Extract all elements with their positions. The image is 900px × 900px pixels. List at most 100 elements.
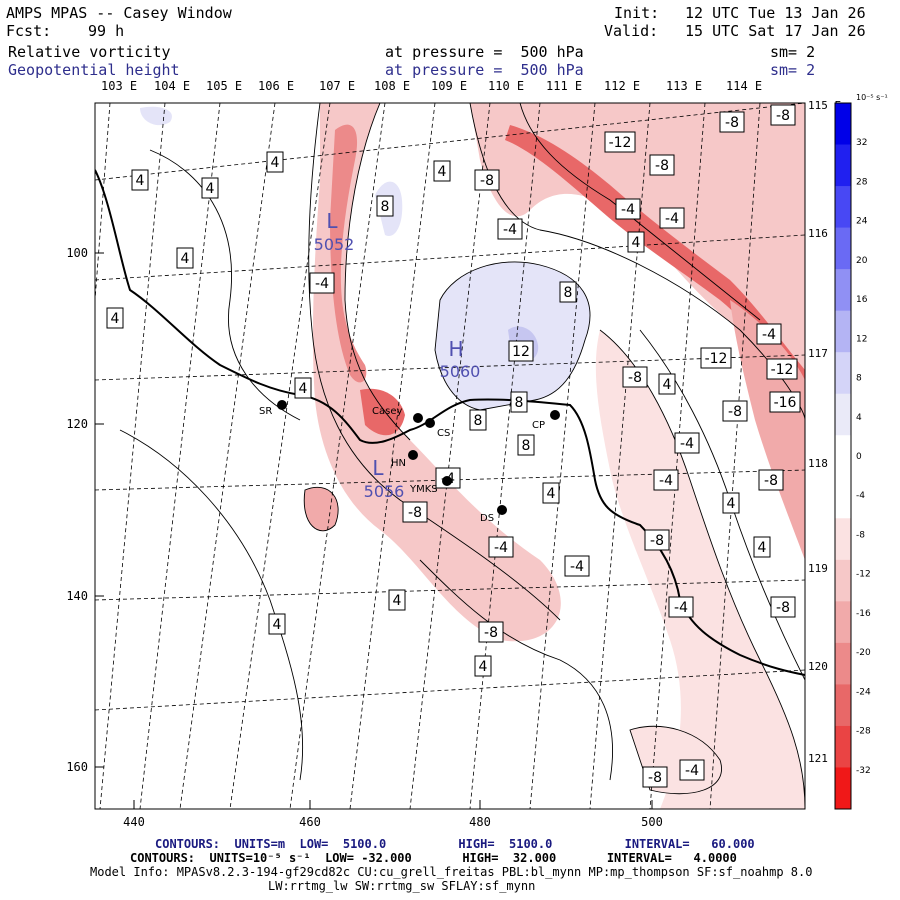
contour-label: -4 xyxy=(570,559,584,575)
low-center-value: 5056 xyxy=(364,482,405,501)
colorbar-swatch xyxy=(835,767,851,810)
contour-label: 4 xyxy=(632,235,641,251)
colorbar-label: -32 xyxy=(856,766,871,776)
contour-label: 8 xyxy=(564,285,573,301)
contour-label: -16 xyxy=(774,395,797,411)
contour-label-box xyxy=(766,358,798,380)
contour-label: -4 xyxy=(665,211,679,227)
contour-label: 4 xyxy=(273,617,282,633)
contour-label-box xyxy=(433,160,451,182)
contour-label: 4 xyxy=(438,164,447,180)
contour-label-box xyxy=(517,434,535,456)
contour-label-box xyxy=(753,536,771,558)
contour-label: -4 xyxy=(685,763,699,779)
contour-label: -4 xyxy=(762,327,776,343)
station-marker xyxy=(425,418,435,428)
colorbar-label: -24 xyxy=(856,687,871,697)
contour-label-box xyxy=(722,492,740,514)
contour-label: 8 xyxy=(381,199,390,215)
contour-label: -8 xyxy=(408,505,422,521)
contour-label: -8 xyxy=(728,404,742,420)
contour-label: -4 xyxy=(494,540,508,556)
footer-vorticity-contours: CONTOURS: UNITS=10⁻⁵ s⁻¹ LOW= -32.000 HI… xyxy=(130,851,737,865)
contour-label: -8 xyxy=(650,533,664,549)
contour-label: -4 xyxy=(674,600,688,616)
colorbar-label: 8 xyxy=(856,374,862,384)
smoothing-geopotential: sm= 2 xyxy=(770,61,816,79)
right-grid-label: 117 E xyxy=(808,347,841,360)
colorbar-swatch xyxy=(835,186,851,229)
top-grid-label: 103 E xyxy=(101,79,137,93)
contour-value-labels: 4 4 4 4 4 -4 4 8 4 -8 -4 -12 -8 -8 -8 -4 4 -4 8 12 -4 -12 -8 4 8… xyxy=(106,104,801,788)
field-geopotential: Geopotential height xyxy=(8,61,180,79)
right-grid-label: 115 E xyxy=(808,99,841,112)
contour-label-box xyxy=(679,759,705,781)
contour-label: 8 xyxy=(515,395,524,411)
contour-label-box xyxy=(176,247,194,269)
colorbar-label: 20 xyxy=(856,256,868,266)
contour-label: -8 xyxy=(655,158,669,174)
contour-label-box xyxy=(131,169,149,191)
smoothing-vorticity: sm= 2 xyxy=(770,43,816,61)
contour-label: 4 xyxy=(547,486,556,502)
top-grid-label: 107 E xyxy=(319,79,355,93)
station-marker xyxy=(277,400,287,410)
colorbar-label: -12 xyxy=(856,570,871,580)
negative-vorticity-spot-casey xyxy=(360,388,405,436)
right-grid-label: 120 E xyxy=(808,660,841,673)
station-marker xyxy=(413,413,423,423)
low-center-letter: L xyxy=(372,456,384,480)
colorbar: 32 28 24 20 16 12 8 4 0 -4 -8 -12 -16 -20 -24 -28 -32 xyxy=(834,102,871,810)
colorbar-swatch xyxy=(835,227,851,270)
contour-label: 8 xyxy=(474,413,483,429)
colorbar-swatch xyxy=(835,476,851,519)
contour-label-box xyxy=(201,177,219,199)
negative-vorticity-band-east-core xyxy=(505,125,805,395)
high-center-value: 5060 xyxy=(440,362,481,381)
plot-frame xyxy=(94,102,806,810)
top-grid-label: 114 E xyxy=(726,79,762,93)
contour-label-box xyxy=(266,151,284,173)
contour-label: -4 xyxy=(315,276,329,292)
station-marker xyxy=(408,450,418,460)
contour-label-box xyxy=(474,169,500,191)
top-grid-label: 110 E xyxy=(488,79,524,93)
colorbar-swatch xyxy=(835,144,851,187)
colorbar-swatch xyxy=(835,518,851,561)
contour-label: -8 xyxy=(725,115,739,131)
contour-label: -8 xyxy=(776,600,790,616)
right-grid-labels: 115 E 116 E 117 E 118 E 119 E 120 E 121 … xyxy=(808,99,841,765)
contour-label-box xyxy=(376,195,394,217)
contour-label-box xyxy=(294,377,312,399)
contour-label-box xyxy=(106,307,124,329)
contour-label: 4 xyxy=(758,540,767,556)
colorbar-label: 28 xyxy=(856,177,868,187)
contour-label-box xyxy=(758,469,784,491)
contour-label: 12 xyxy=(512,344,530,360)
colorbar-label: 12 xyxy=(856,334,867,344)
contour-label-box xyxy=(604,131,636,153)
colorbar-frame xyxy=(834,102,852,810)
field-vorticity: Relative vorticity xyxy=(8,43,171,61)
colorbar-label: 32 xyxy=(856,138,867,148)
valid-time: 15 UTC Sat 17 Jan 26 xyxy=(685,22,866,40)
colorbar-label: 16 xyxy=(856,295,868,305)
contour-label-box xyxy=(478,621,504,643)
contour-label-box xyxy=(469,409,487,431)
colorbar-label: -20 xyxy=(856,648,871,658)
x-tick-label: 440 xyxy=(123,815,145,829)
contour-label: 4 xyxy=(727,496,736,512)
contour-label: 4 xyxy=(181,251,190,267)
y-tick-label: 100 xyxy=(66,246,88,260)
contour-label: -8 xyxy=(648,770,662,786)
footer-model-info: Model Info: MPASv8.2.3-194-gf29cd82c CU:… xyxy=(90,865,813,879)
contour-label-box xyxy=(388,589,406,611)
y-tick-label: 160 xyxy=(66,760,88,774)
top-grid-label: 108 E xyxy=(374,79,410,93)
right-grid-label: 119 E xyxy=(808,562,841,575)
colorbar-swatch xyxy=(835,352,851,395)
contour-label: -4 xyxy=(503,222,517,238)
negative-vorticity-band-west-core xyxy=(330,124,367,383)
x-tick-label: 480 xyxy=(469,815,491,829)
